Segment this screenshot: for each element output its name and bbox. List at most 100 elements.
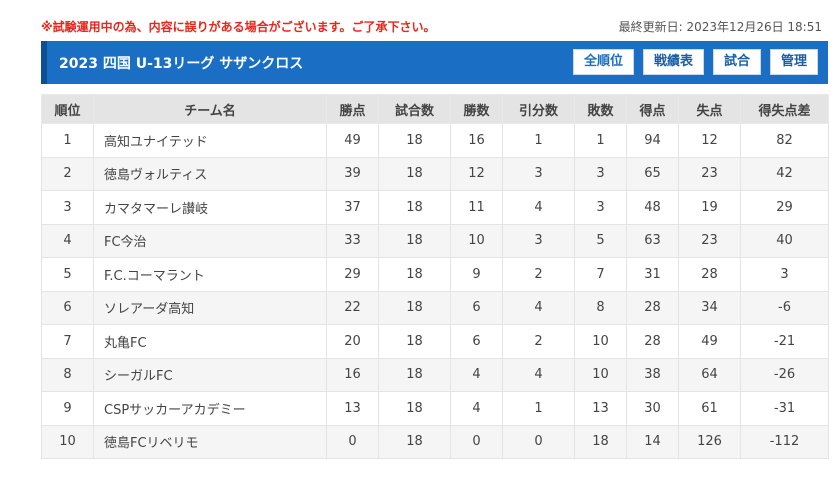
cell-losses: 1 xyxy=(574,123,627,158)
cell-losses: 3 xyxy=(574,190,627,225)
cell-played: 18 xyxy=(378,324,451,359)
cell-draws: 1 xyxy=(502,391,575,426)
cell-rank: 10 xyxy=(41,424,94,459)
cell-points: 16 xyxy=(326,357,379,392)
cell-played: 18 xyxy=(378,123,451,158)
cell-wins: 4 xyxy=(450,357,503,392)
cell-points: 20 xyxy=(326,324,379,359)
table-row: 8 シーガルFC 16 18 4 4 10 38 64 -26 xyxy=(41,357,829,392)
cell-losses: 10 xyxy=(574,357,627,392)
col-wins: 勝数 xyxy=(450,94,503,124)
cell-goals-against: 12 xyxy=(678,123,741,158)
last-updated: 最終更新日: 2023年12月26日 18:51 xyxy=(618,20,822,34)
cell-played: 18 xyxy=(378,424,451,459)
cell-goal-diff: -6 xyxy=(740,290,829,325)
cell-rank: 2 xyxy=(41,156,94,191)
cell-team-name[interactable]: 丸亀FC xyxy=(93,324,327,359)
cell-points: 39 xyxy=(326,156,379,191)
cell-played: 18 xyxy=(378,391,451,426)
cell-losses: 18 xyxy=(574,424,627,459)
col-team: チーム名 xyxy=(93,94,327,124)
cell-losses: 5 xyxy=(574,223,627,258)
cell-played: 18 xyxy=(378,223,451,258)
league-header: 2023 四国 U-13リーグ サザンクロス 全順位 戦績表 試合 管理 xyxy=(41,41,828,84)
table-row: 4 FC今治 33 18 10 3 5 63 23 40 xyxy=(41,223,829,258)
cell-points: 22 xyxy=(326,290,379,325)
col-goal-diff: 得失点差 xyxy=(740,94,829,124)
col-rank: 順位 xyxy=(41,94,94,124)
cell-rank: 9 xyxy=(41,391,94,426)
cell-goal-diff: 29 xyxy=(740,190,829,225)
cell-wins: 6 xyxy=(450,324,503,359)
cell-rank: 8 xyxy=(41,357,94,392)
cell-wins: 9 xyxy=(450,257,503,292)
cell-goals-against: 23 xyxy=(678,156,741,191)
cell-team-name[interactable]: CSPサッカーアカデミー xyxy=(93,391,327,426)
cell-losses: 8 xyxy=(574,290,627,325)
cell-goals-for: 30 xyxy=(626,391,679,426)
matches-button[interactable]: 試合 xyxy=(712,49,761,75)
cell-goals-against: 19 xyxy=(678,190,741,225)
cell-team-name[interactable]: ソレアーダ高知 xyxy=(93,290,327,325)
admin-button[interactable]: 管理 xyxy=(769,49,818,75)
cell-losses: 10 xyxy=(574,324,627,359)
table-row: 3 カマタマーレ讃岐 37 18 11 4 3 48 19 29 xyxy=(41,190,829,225)
cell-goals-against: 64 xyxy=(678,357,741,392)
table-row: 2 徳島ヴォルティス 39 18 12 3 3 65 23 42 xyxy=(41,156,829,191)
cell-team-name[interactable]: F.C.コーマラント xyxy=(93,257,327,292)
cell-team-name[interactable]: 高知ユナイテッド xyxy=(93,123,327,158)
cell-rank: 1 xyxy=(41,123,94,158)
cell-losses: 13 xyxy=(574,391,627,426)
cell-goals-against: 61 xyxy=(678,391,741,426)
results-table-button[interactable]: 戦績表 xyxy=(642,49,704,75)
cell-draws: 4 xyxy=(502,290,575,325)
cell-goal-diff: 40 xyxy=(740,223,829,258)
cell-wins: 16 xyxy=(450,123,503,158)
cell-goals-against: 49 xyxy=(678,324,741,359)
cell-rank: 6 xyxy=(41,290,94,325)
cell-team-name[interactable]: 徳島FCリベリモ xyxy=(93,424,327,459)
table-row: 1 高知ユナイテッド 49 18 16 1 1 94 12 82 xyxy=(41,123,829,158)
col-goals-against: 失点 xyxy=(678,94,741,124)
cell-goals-for: 48 xyxy=(626,190,679,225)
cell-draws: 4 xyxy=(502,190,575,225)
cell-goals-for: 94 xyxy=(626,123,679,158)
table-row: 6 ソレアーダ高知 22 18 6 4 8 28 34 -6 xyxy=(41,290,829,325)
cell-goals-for: 14 xyxy=(626,424,679,459)
cell-draws: 2 xyxy=(502,324,575,359)
cell-goal-diff: 42 xyxy=(740,156,829,191)
cell-wins: 12 xyxy=(450,156,503,191)
cell-draws: 3 xyxy=(502,156,575,191)
all-standings-button[interactable]: 全順位 xyxy=(572,49,634,75)
cell-points: 13 xyxy=(326,391,379,426)
standings-table: 順位 チーム名 勝点 試合数 勝数 引分数 敗数 得点 失点 得失点差 1 高知ユ… xyxy=(41,94,829,459)
cell-rank: 4 xyxy=(41,223,94,258)
cell-goals-for: 63 xyxy=(626,223,679,258)
cell-team-name[interactable]: カマタマーレ讃岐 xyxy=(93,190,327,225)
cell-wins: 11 xyxy=(450,190,503,225)
cell-team-name[interactable]: FC今治 xyxy=(93,223,327,258)
cell-goals-against: 23 xyxy=(678,223,741,258)
cell-team-name[interactable]: 徳島ヴォルティス xyxy=(93,156,327,191)
cell-draws: 4 xyxy=(502,357,575,392)
cell-goal-diff: -21 xyxy=(740,324,829,359)
cell-goal-diff: -26 xyxy=(740,357,829,392)
cell-goals-against: 28 xyxy=(678,257,741,292)
cell-goal-diff: -31 xyxy=(740,391,829,426)
cell-rank: 7 xyxy=(41,324,94,359)
cell-played: 18 xyxy=(378,190,451,225)
cell-points: 0 xyxy=(326,424,379,459)
cell-wins: 4 xyxy=(450,391,503,426)
cell-draws: 1 xyxy=(502,123,575,158)
col-goals-for: 得点 xyxy=(626,94,679,124)
cell-played: 18 xyxy=(378,257,451,292)
cell-goals-for: 28 xyxy=(626,290,679,325)
table-header-row: 順位 チーム名 勝点 試合数 勝数 引分数 敗数 得点 失点 得失点差 xyxy=(41,94,829,124)
cell-played: 18 xyxy=(378,290,451,325)
cell-goals-for: 65 xyxy=(626,156,679,191)
table-row: 5 F.C.コーマラント 29 18 9 2 7 31 28 3 xyxy=(41,257,829,292)
cell-wins: 10 xyxy=(450,223,503,258)
cell-rank: 5 xyxy=(41,257,94,292)
cell-team-name[interactable]: シーガルFC xyxy=(93,357,327,392)
col-losses: 敗数 xyxy=(574,94,627,124)
